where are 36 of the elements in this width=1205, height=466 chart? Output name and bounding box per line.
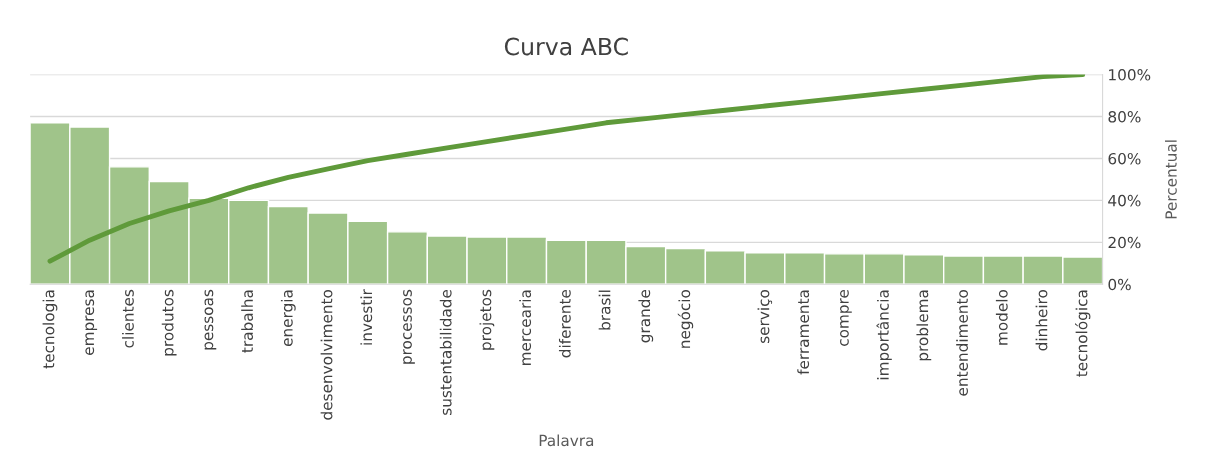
y-tick-label: 60% [1108,152,1141,165]
x-tick-label: problema [916,290,932,361]
x-tick-label: tecnologia [42,290,58,369]
x-tick-label: projetos [479,289,495,350]
y-tick-label: 100% [1109,69,1151,81]
line-series [47,74,1086,264]
x-tick-label: negócio [677,289,694,348]
x-tick-label: tecnológica [1075,290,1091,377]
x-tick-label: grande [638,289,654,343]
x-tick-label: entendimento [956,289,968,396]
x-tick-label: desenvolvimento [320,289,333,420]
x-tick-label: importância [876,290,892,380]
x-tick-label: clientes [122,289,134,348]
y-tick-label: 40% [1108,194,1141,207]
x-tick-label: trabalha [241,290,254,353]
x-tick-label: pessoas [204,289,217,350]
y-tick-label: 0% [1108,278,1131,291]
x-tick-label: modelo [995,289,1008,345]
x-tick-label: investir [360,289,373,345]
x-tick-label: dinheiro [1035,289,1048,351]
x-tick-label: brasil [598,290,611,330]
x-tick-label: serviço [757,289,773,343]
y-tick-label: 20% [1108,236,1141,249]
x-axis-title: Palavra [539,434,594,447]
x-tick-label: empresa [85,290,98,355]
chart-title: Curva ABC [504,37,628,56]
x-tick-label: processos [403,289,415,364]
x-tick-label: produtos [161,289,177,356]
y-tick-label: 80% [1108,110,1141,123]
x-tick-label: sustentabilidade [439,289,452,415]
x-tick-label: diferente [558,289,571,358]
x-tick-label: energia [280,290,296,347]
x-tick-label: ferramenta [797,290,810,375]
y-axis-title: Percentual [1165,140,1177,219]
x-tick-label: compre [840,289,852,346]
x-tick-label: mercearia [519,290,532,365]
